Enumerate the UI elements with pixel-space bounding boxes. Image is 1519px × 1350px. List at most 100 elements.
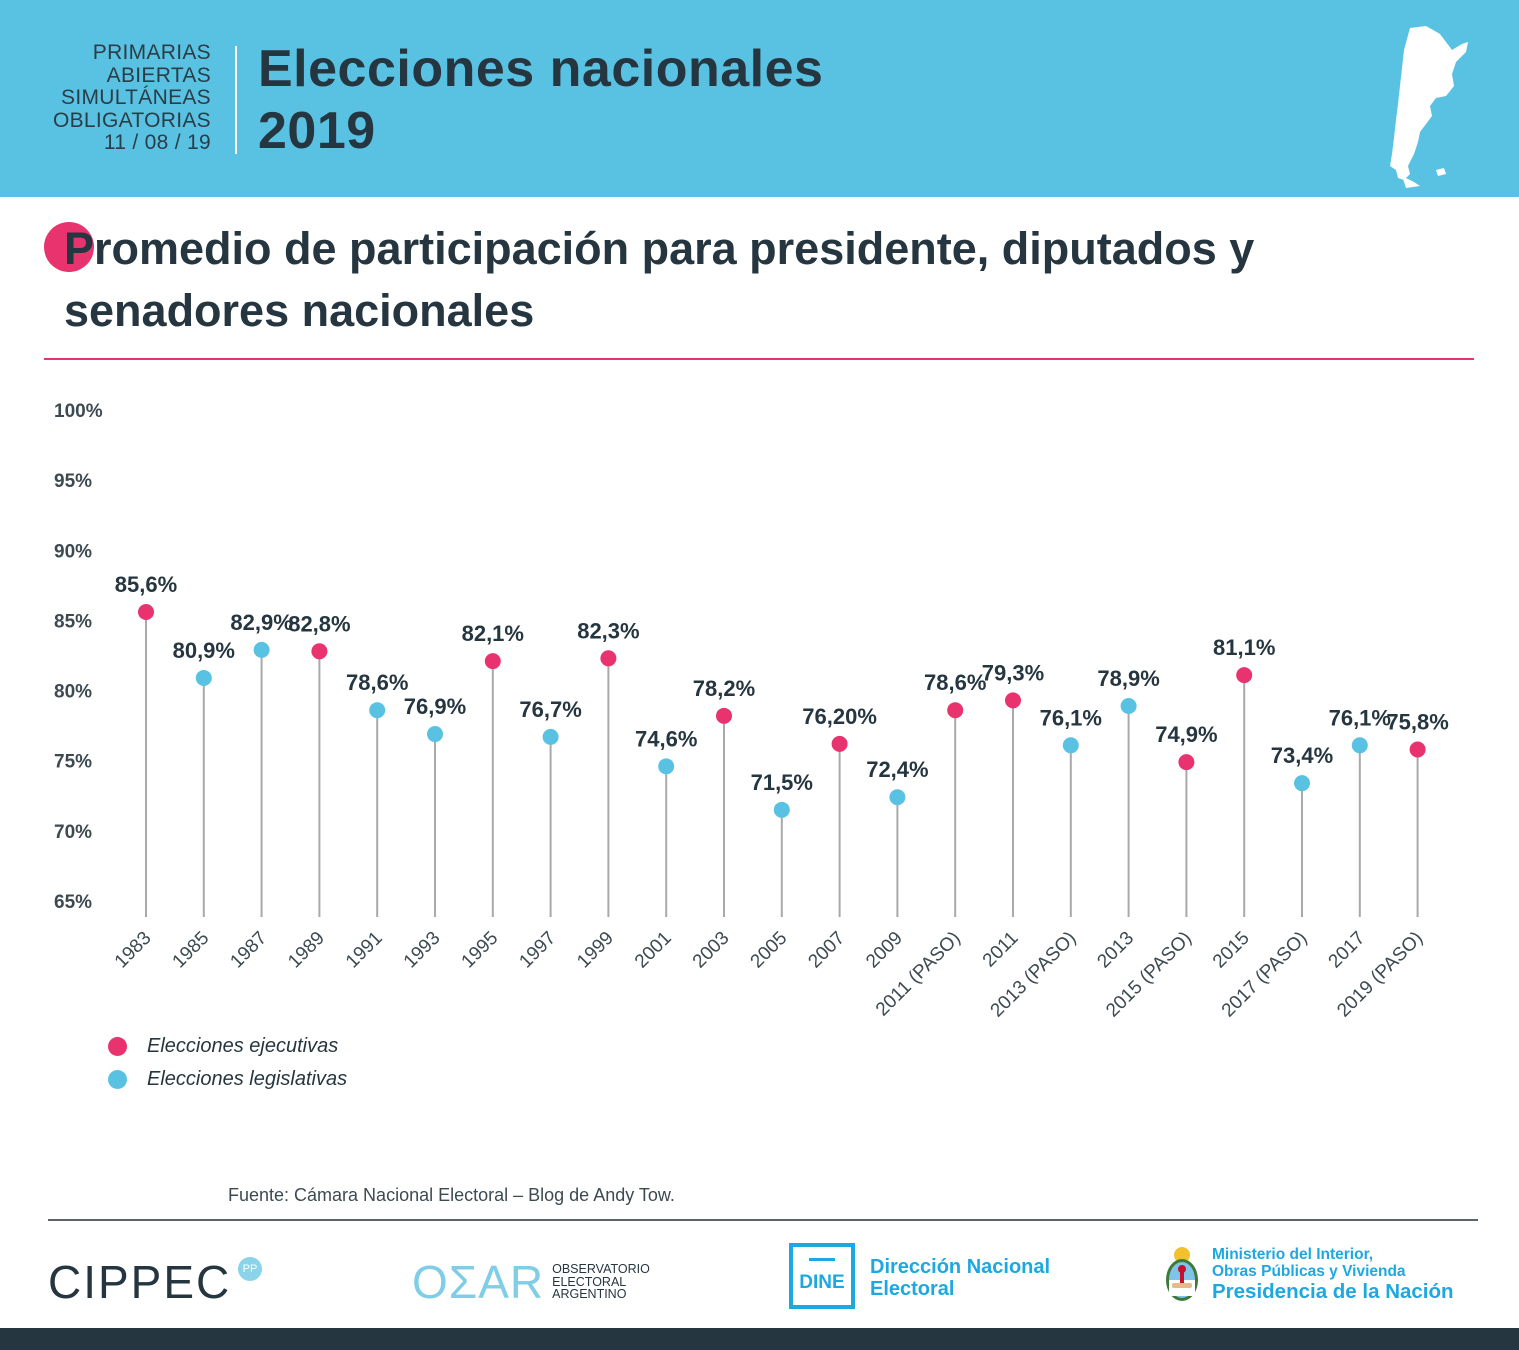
data-label: 72,4% [866,757,928,782]
x-tick-label: 1995 [458,928,503,973]
x-tick-label: 1993 [400,928,445,973]
data-label: 76,7% [519,697,581,722]
data-label: 82,8% [288,611,350,636]
y-tick-label: 70% [54,822,92,843]
data-point-legislative [1120,698,1137,715]
data-label: 79,3% [982,660,1044,685]
chart-title-block: Promedio de participación para president… [44,218,1484,342]
data-label: 82,9% [230,610,292,635]
x-tick-label: 1987 [226,928,271,973]
title-divider [44,358,1474,360]
data-point-executive [716,707,732,724]
data-point-executive [831,735,848,752]
data-point-legislative [253,641,270,658]
legend-marker-legislative [108,1070,127,1089]
data-point-executive [600,650,617,667]
x-tick-label: 1989 [284,928,329,973]
oear-text-line: ARGENTINO [552,1287,627,1302]
data-label: 78,6% [346,670,408,695]
dine-name-line: Dirección Nacional [870,1256,1051,1278]
data-point-executive [1409,741,1426,758]
x-tick-label: 2011 [979,928,1023,972]
lollipop-chart: 100% 95% 90% 85% 80% 75% 70% 65% 85,6% 80,9% 82,9… [54,401,1449,1022]
bottom-bar [0,1328,1519,1350]
data-label: 82,1% [462,621,524,646]
y-axis: 100% 95% 90% 85% 80% 75% 70% 65% [54,401,103,913]
header-date: 11 / 08 / 19 [103,131,211,154]
cippec-logo: CIPPEC [48,1256,232,1308]
header-banner: PRIMARIAS ABIERTAS SIMULTÁNEAS OBLIGATOR… [0,0,1519,197]
data-point-executive [1178,754,1195,771]
data-label: 76,20% [802,704,877,729]
data-point-legislative [773,801,790,818]
oear-logo: OΣAR OBSERVATORIO ELECTORAL ARGENTINO [412,1255,650,1309]
x-tick-label: 2009 [862,928,907,973]
data-label: 82,3% [577,618,639,643]
x-axis: 1983 1985 1987 1989 1991 1993 1995 1997 1999 2001… [111,928,1427,1022]
data-point-legislative [427,726,443,743]
title-bullet-icon [44,222,94,272]
data-label: 71,5% [751,770,813,795]
data-label: 81,1% [1213,635,1275,660]
header-title: Elecciones nacionales 2019 [258,38,823,162]
data-labels: 85,6%80,9%82,9%82,8%78,6%76,9%82,1%76,7%… [115,572,1449,795]
oear-text-line: ELECTORAL [552,1274,627,1289]
y-tick-label: 75% [54,752,92,773]
x-tick-label: 1985 [169,928,214,973]
data-point-legislative [658,758,675,775]
data-label: 78,9% [1097,666,1159,691]
dine-name-line: Electoral [870,1278,955,1300]
x-tick-label: 1997 [515,928,560,973]
oear-mark: OΣAR [412,1256,545,1308]
data-point-legislative [889,789,906,806]
x-tick-label: 2003 [689,928,734,973]
data-label: 80,9% [173,638,235,663]
argentina-map-icon [1390,26,1468,188]
header-subtitle-line: PRIMARIAS [92,41,211,64]
legend-label: Elecciones ejecutivas [147,1035,339,1057]
presidencia-line: Presidencia de la Nación [1212,1280,1454,1303]
dine-bar-icon [809,1258,835,1261]
data-point-executive [1236,667,1253,684]
data-point-legislative [195,669,212,686]
oear-text: OBSERVATORIO ELECTORAL ARGENTINO [552,1263,650,1301]
data-label: 78,2% [693,676,755,701]
data-point-executive [484,653,501,670]
legend-item-legislative: Elecciones legislativas [108,1063,347,1096]
chart-title-line2: senadores nacionales [64,285,535,336]
cippec-badge-icon: PP [238,1257,262,1281]
data-point-legislative [369,702,386,719]
header-subtitle-line: ABIERTAS [106,63,211,87]
ministerio-line: Obras Públicas y Vivienda [1212,1263,1406,1280]
x-tick-label: 1983 [111,928,156,973]
dine-mark: DINE [799,1272,845,1293]
x-tick-label: 1999 [573,928,618,973]
source-note: Fuente: Cámara Nacional Electoral – Blog… [228,1185,675,1205]
data-label: 74,9% [1155,722,1217,747]
data-label: 78,6% [924,670,986,695]
data-point-executive [947,702,964,719]
data-point-legislative [542,728,559,745]
header-subtitle: PRIMARIAS ABIERTAS SIMULTÁNEAS OBLIGATOR… [11,41,211,155]
data-label: 74,6% [635,726,697,751]
legend-label: Elecciones legislativas [147,1068,348,1090]
data-point-executive [311,643,328,660]
oear-text-line: OBSERVATORIO [552,1262,650,1277]
data-point-legislative [1351,737,1368,754]
data-point-legislative [1294,775,1310,792]
chart-stems [145,612,1419,917]
data-point-executive [138,604,154,621]
data-label: 85,6% [115,572,177,597]
x-tick-label: 2013 [1093,928,1138,973]
y-tick-label: 100% [54,401,103,422]
legend-marker-executive [108,1037,127,1056]
header-divider [235,46,237,154]
y-tick-label: 80% [54,682,92,703]
chart-title-line1: Promedio de participación para president… [64,223,1255,274]
y-tick-label: 85% [54,611,92,632]
y-tick-label: 95% [54,471,92,492]
dine-name: Dirección Nacional Electoral [870,1256,1050,1300]
ministerio-line: Ministerio del Interior, [1212,1246,1374,1263]
header-title-line2: 2019 [258,102,376,160]
chart-title: Promedio de participación para president… [44,218,1484,342]
